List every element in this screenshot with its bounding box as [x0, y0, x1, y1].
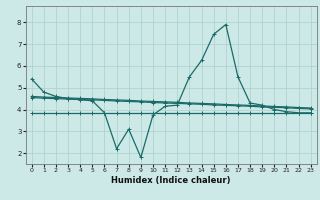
X-axis label: Humidex (Indice chaleur): Humidex (Indice chaleur)	[111, 176, 231, 185]
